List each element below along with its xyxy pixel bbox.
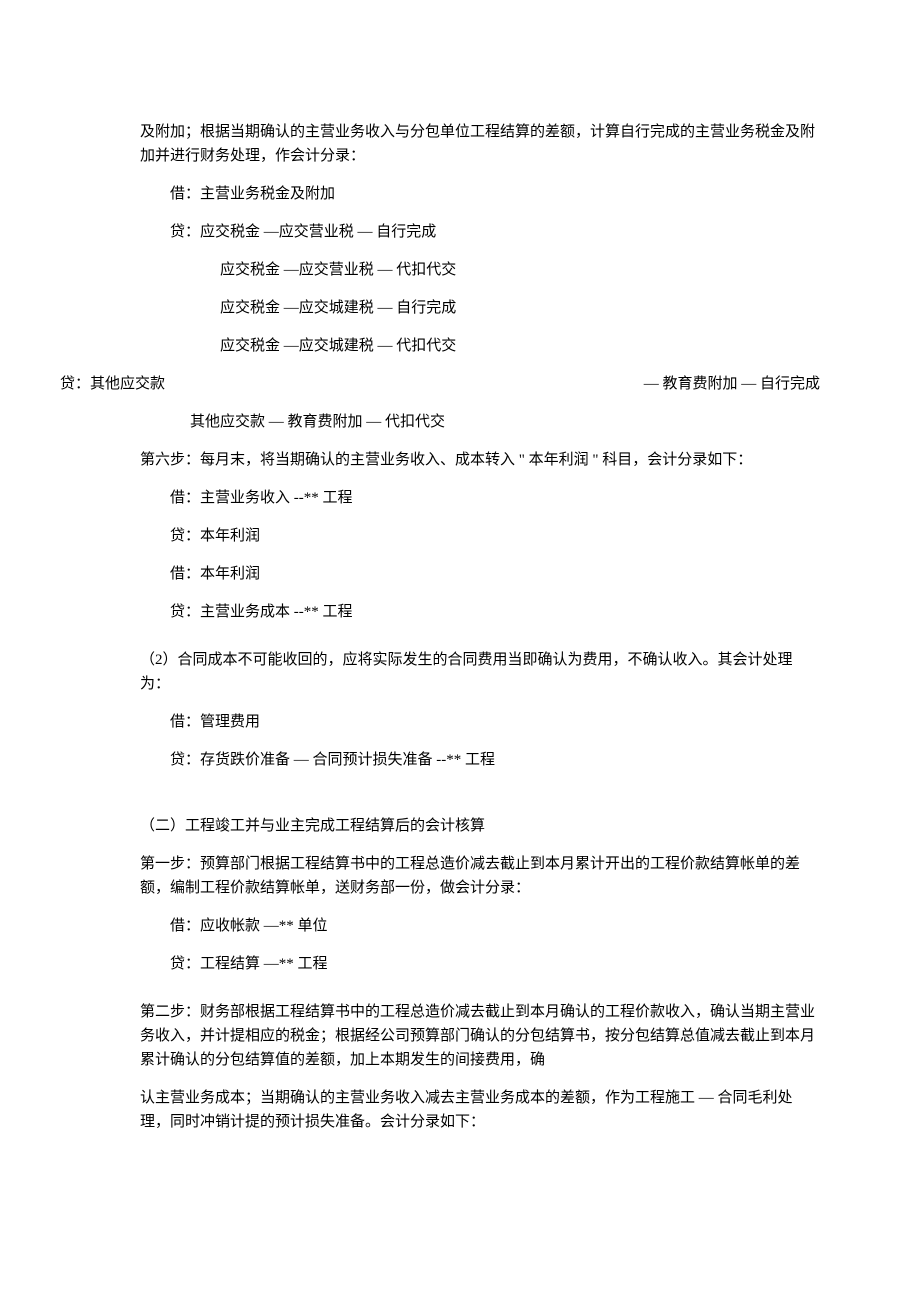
body-text: 认主营业务成本；当期确认的主营业务收入减去主营业务成本的差额，作为工程施工 — … bbox=[60, 1086, 860, 1134]
entry-line: 应交税金 —应交城建税 — 自行完成 bbox=[60, 296, 860, 320]
entry-right: — 教育费附加 — 自行完成 bbox=[644, 372, 820, 396]
entry-left: 贷：其他应交款 bbox=[60, 372, 165, 396]
entry-debit: 借：管理费用 bbox=[60, 710, 860, 734]
body-text: （2）合同成本不可能收回的，应将实际发生的合同费用当即确认为费用，不确认收入。其… bbox=[60, 648, 860, 696]
entry-line: 应交税金 —应交营业税 — 代扣代交 bbox=[60, 258, 860, 282]
entry-line: 应交税金 —应交城建税 — 代扣代交 bbox=[60, 334, 860, 358]
entry-credit: 贷：本年利润 bbox=[60, 524, 860, 548]
entry-debit: 借：主营业务收入 --** 工程 bbox=[60, 486, 860, 510]
entry-credit: 贷：主营业务成本 --** 工程 bbox=[60, 600, 860, 624]
entry-credit: 贷：工程结算 —** 工程 bbox=[60, 952, 860, 976]
entry-line: 其他应交款 — 教育费附加 — 代扣代交 bbox=[60, 410, 860, 434]
body-text: 第六步：每月末，将当期确认的主营业务收入、成本转入 " 本年利润 " 科目，会计… bbox=[60, 448, 860, 472]
section-heading: （二）工程竣工并与业主完成工程结算后的会计核算 bbox=[60, 814, 860, 838]
entry-credit: 贷：应交税金 —应交营业税 — 自行完成 bbox=[60, 220, 860, 244]
body-text: 第一步：预算部门根据工程结算书中的工程总造价减去截止到本月累计开出的工程价款结算… bbox=[60, 852, 860, 900]
entry-debit: 借：本年利润 bbox=[60, 562, 860, 586]
entry-debit: 借：应收帐款 —** 单位 bbox=[60, 914, 860, 938]
document-page: 及附加；根据当期确认的主营业务收入与分包单位工程结算的差额，计算自行完成的主营业… bbox=[0, 0, 920, 1208]
entry-split-line: 贷：其他应交款 — 教育费附加 — 自行完成 bbox=[60, 372, 860, 396]
entry-credit: 贷：存货跌价准备 — 合同预计损失准备 --** 工程 bbox=[60, 748, 860, 772]
body-text: 及附加；根据当期确认的主营业务收入与分包单位工程结算的差额，计算自行完成的主营业… bbox=[60, 120, 860, 168]
entry-debit: 借：主营业务税金及附加 bbox=[60, 182, 860, 206]
body-text: 第二步：财务部根据工程结算书中的工程总造价减去截止到本月确认的工程价款收入，确认… bbox=[60, 1000, 860, 1072]
